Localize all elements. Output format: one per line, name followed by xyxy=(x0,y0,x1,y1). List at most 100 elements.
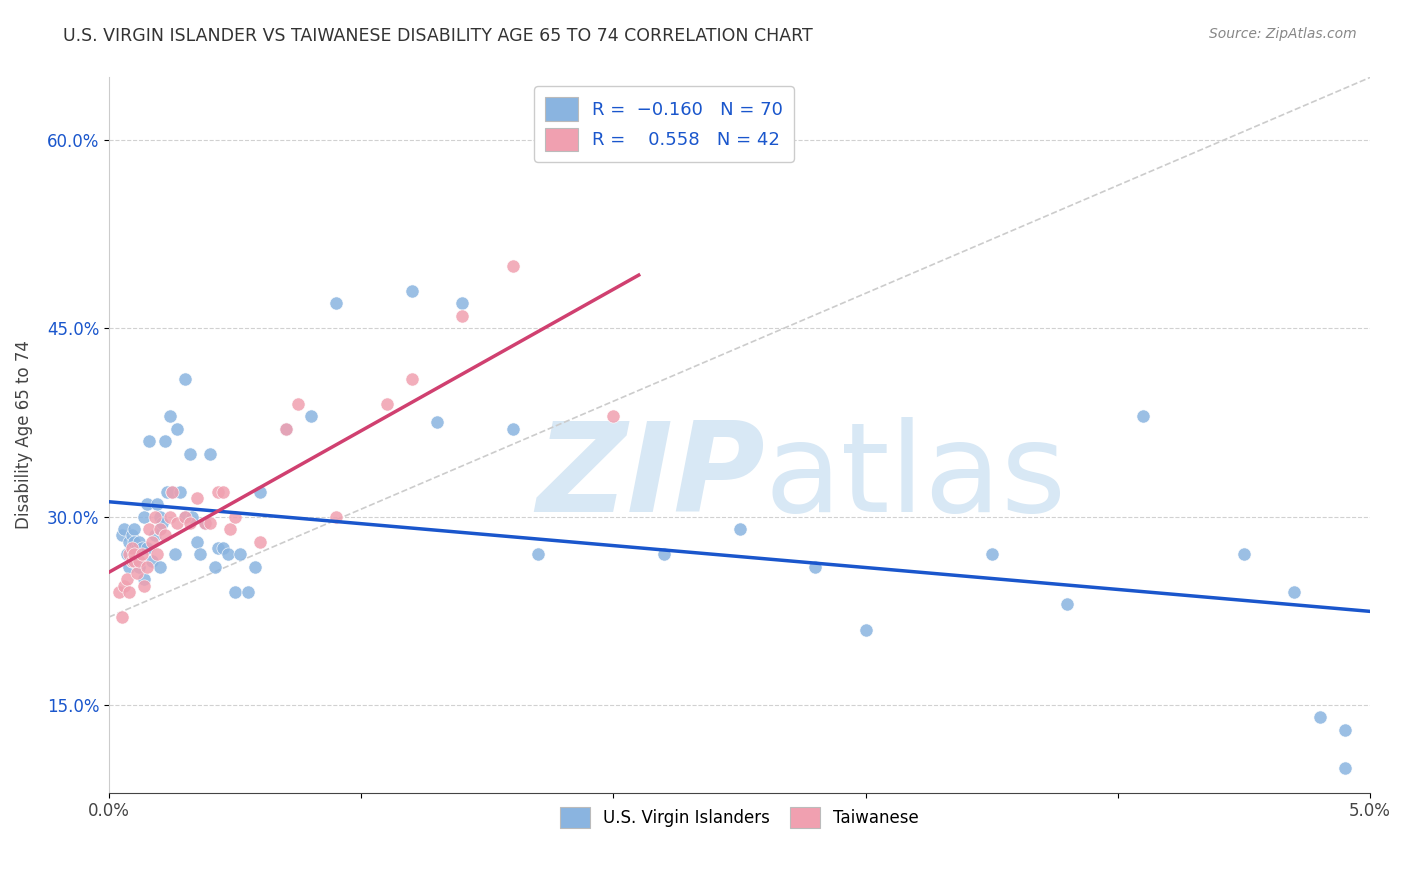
Point xyxy=(229,547,252,561)
Point xyxy=(207,541,229,555)
Point xyxy=(1334,760,1357,774)
Point xyxy=(186,534,208,549)
Point xyxy=(804,559,827,574)
Point xyxy=(138,522,160,536)
Point xyxy=(325,296,347,310)
Point xyxy=(728,522,751,536)
Point xyxy=(131,541,153,555)
Point xyxy=(166,516,188,530)
Point xyxy=(146,497,169,511)
Point xyxy=(249,534,271,549)
Point xyxy=(217,547,239,561)
Point xyxy=(128,553,150,567)
Point xyxy=(111,610,134,624)
Point xyxy=(153,434,176,449)
Point xyxy=(194,516,217,530)
Point xyxy=(1284,585,1306,599)
Point xyxy=(143,509,166,524)
Text: Source: ZipAtlas.com: Source: ZipAtlas.com xyxy=(1209,27,1357,41)
Point xyxy=(112,579,135,593)
Point xyxy=(153,528,176,542)
Point xyxy=(287,397,309,411)
Point xyxy=(236,585,259,599)
Point xyxy=(194,516,217,530)
Point xyxy=(128,559,150,574)
Point xyxy=(375,397,398,411)
Point xyxy=(426,416,449,430)
Point xyxy=(502,259,524,273)
Point xyxy=(134,579,156,593)
Point xyxy=(1309,710,1331,724)
Point xyxy=(112,522,135,536)
Point xyxy=(451,296,474,310)
Point xyxy=(198,447,221,461)
Point xyxy=(602,409,624,424)
Point xyxy=(146,547,169,561)
Point xyxy=(124,547,146,561)
Point xyxy=(211,541,233,555)
Point xyxy=(125,541,148,555)
Point xyxy=(179,516,201,530)
Point xyxy=(159,409,181,424)
Point xyxy=(855,623,877,637)
Point xyxy=(204,559,226,574)
Point xyxy=(169,484,191,499)
Point xyxy=(136,541,159,555)
Point xyxy=(121,553,143,567)
Point xyxy=(136,497,159,511)
Text: atlas: atlas xyxy=(765,417,1067,539)
Point xyxy=(1334,723,1357,737)
Point xyxy=(118,559,141,574)
Point xyxy=(274,422,297,436)
Point xyxy=(115,572,138,586)
Point xyxy=(148,522,170,536)
Point xyxy=(121,553,143,567)
Point xyxy=(186,491,208,505)
Point xyxy=(118,534,141,549)
Point xyxy=(527,547,550,561)
Point xyxy=(159,509,181,524)
Point xyxy=(108,585,131,599)
Point xyxy=(1056,598,1078,612)
Point xyxy=(1233,547,1256,561)
Point xyxy=(980,547,1002,561)
Text: U.S. VIRGIN ISLANDER VS TAIWANESE DISABILITY AGE 65 TO 74 CORRELATION CHART: U.S. VIRGIN ISLANDER VS TAIWANESE DISABI… xyxy=(63,27,813,45)
Point xyxy=(166,422,188,436)
Point xyxy=(274,422,297,436)
Point xyxy=(401,284,423,298)
Point xyxy=(111,528,134,542)
Y-axis label: Disability Age 65 to 74: Disability Age 65 to 74 xyxy=(15,341,32,530)
Point xyxy=(124,547,146,561)
Point xyxy=(160,484,183,499)
Point xyxy=(131,547,153,561)
Text: ZIP: ZIP xyxy=(536,417,765,539)
Point xyxy=(118,585,141,599)
Point xyxy=(173,509,195,524)
Point xyxy=(160,484,183,499)
Point xyxy=(128,534,150,549)
Point xyxy=(156,484,179,499)
Point xyxy=(121,528,143,542)
Point xyxy=(211,484,233,499)
Point xyxy=(124,553,146,567)
Point xyxy=(652,547,675,561)
Point xyxy=(148,509,170,524)
Point xyxy=(1132,409,1154,424)
Point xyxy=(150,516,173,530)
Point xyxy=(148,522,170,536)
Point xyxy=(451,309,474,323)
Point xyxy=(141,534,163,549)
Point xyxy=(124,534,146,549)
Point xyxy=(136,559,159,574)
Point xyxy=(138,434,160,449)
Point xyxy=(125,566,148,580)
Point xyxy=(134,572,156,586)
Point xyxy=(141,553,163,567)
Point xyxy=(224,585,246,599)
Point xyxy=(188,547,211,561)
Point xyxy=(299,409,322,424)
Point xyxy=(181,509,204,524)
Point xyxy=(219,522,242,536)
Point xyxy=(173,371,195,385)
Point xyxy=(401,371,423,385)
